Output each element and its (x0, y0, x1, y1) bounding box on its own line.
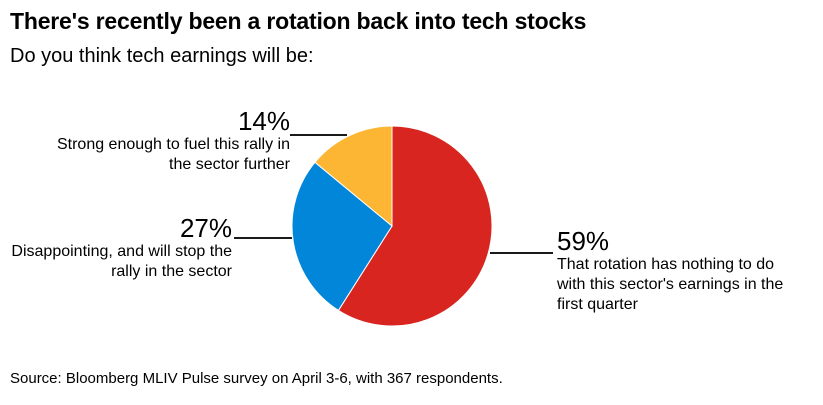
pct-label-59: 59% (557, 226, 610, 256)
desc-line: first quarter (557, 296, 638, 313)
pct-label-14: 14% (237, 106, 290, 136)
chart-title: There's recently been a rotation back in… (10, 8, 587, 34)
chart-subtitle: Do you think tech earnings will be: (10, 45, 314, 67)
desc-line: the sector further (169, 156, 290, 173)
source-note: Source: Bloomberg MLIV Pulse survey on A… (10, 370, 503, 387)
pie-slice-27 (291, 161, 393, 312)
pie-slice-59 (337, 125, 493, 327)
desc-line: with this sector's earnings in the (557, 276, 784, 293)
pie-label-14: 14% Strong enough to fuel this rally in … (0, 108, 290, 175)
leader-line-14 (290, 134, 347, 136)
desc-line: That rotation has nothing to do (557, 256, 775, 273)
desc-line: rally in the sector (111, 263, 232, 280)
pie-chart (291, 125, 493, 327)
pct-label-27: 27% (179, 213, 232, 243)
pie-label-27: 27% Disappointing, and will stop the ral… (0, 215, 232, 282)
pie-label-59: 59% That rotation has nothing to do with… (557, 228, 823, 315)
desc-line: Disappointing, and will stop the (11, 243, 232, 260)
leader-line-27 (234, 237, 292, 239)
pie-slice-14 (314, 125, 393, 228)
leader-line-59 (490, 252, 553, 254)
desc-line: Strong enough to fuel this rally in (56, 136, 290, 153)
